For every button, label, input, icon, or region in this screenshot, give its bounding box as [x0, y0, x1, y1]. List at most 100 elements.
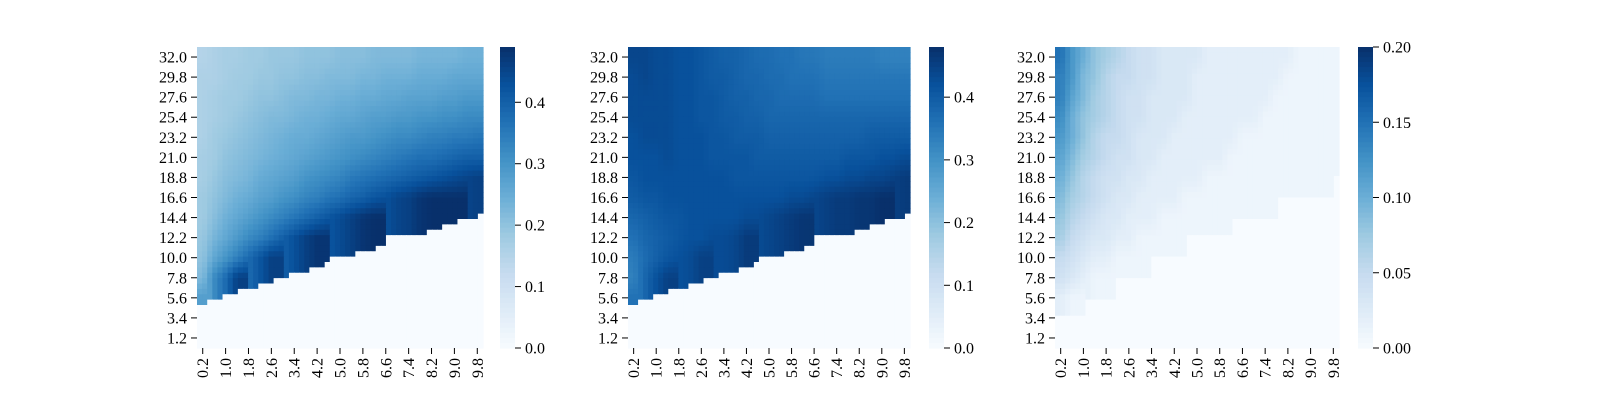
heatmap-cell	[283, 192, 290, 199]
heatmap-cell	[283, 342, 290, 349]
heatmap-cell	[207, 267, 213, 274]
heatmap-cell	[380, 47, 387, 53]
heatmap-cell	[814, 73, 820, 80]
heatmap-cell	[319, 95, 326, 102]
heatmap-cell	[462, 154, 469, 161]
heatmap-cell	[753, 181, 760, 188]
heatmap-cell	[391, 251, 397, 258]
heatmap-cell	[253, 143, 259, 150]
heatmap-cell	[774, 57, 780, 64]
heatmap-cell	[472, 133, 479, 139]
heatmap-cell	[859, 63, 866, 70]
heatmap-cell	[380, 159, 387, 166]
heatmap-cell	[309, 100, 316, 107]
heatmap-cell	[421, 256, 428, 263]
heatmap-cell	[385, 224, 392, 231]
heatmap-cell	[431, 133, 438, 139]
heatmap-cell	[324, 213, 331, 220]
heatmap-cell	[385, 310, 392, 317]
heatmap-cell	[207, 278, 213, 285]
heatmap-cell	[421, 63, 428, 70]
heatmap-cell	[283, 213, 290, 220]
heatmap-cell	[728, 138, 735, 145]
heatmap-cell	[202, 331, 208, 338]
heatmap-cell	[283, 143, 290, 150]
heatmap-cell	[197, 272, 203, 279]
heatmap-cell	[278, 262, 285, 268]
heatmap-cell	[268, 299, 275, 306]
heatmap-cell	[248, 240, 254, 247]
heatmap-cell	[242, 326, 249, 333]
heatmap-cell	[329, 159, 336, 166]
heatmap-cell	[207, 111, 213, 118]
heatmap-cell	[385, 321, 392, 328]
heatmap-cell	[638, 111, 644, 118]
heatmap-cell	[839, 100, 846, 107]
heatmap-cell	[854, 127, 861, 134]
heatmap-cell	[385, 84, 392, 91]
heatmap-cell	[278, 111, 285, 118]
heatmap-cell	[365, 299, 372, 306]
heatmap-cell	[227, 294, 234, 301]
colorbar-band	[500, 82, 515, 88]
heatmap-cell	[869, 197, 876, 204]
heatmap-cell	[329, 52, 336, 59]
heatmap-cell	[829, 111, 836, 118]
heatmap-cell	[329, 116, 336, 123]
heatmap-cell	[457, 57, 464, 64]
heatmap-cell	[899, 84, 906, 91]
heatmap-cell	[472, 47, 479, 53]
heatmap-cell	[340, 133, 346, 139]
heatmap-cell	[197, 240, 203, 247]
heatmap-cell	[779, 122, 785, 129]
heatmap-cell	[370, 47, 377, 53]
heatmap-cell	[242, 192, 249, 199]
heatmap-cell	[380, 208, 387, 215]
heatmap-cell	[207, 106, 213, 113]
heatmap-cell	[253, 63, 259, 70]
heatmap-cell	[355, 111, 362, 118]
heatmap-cell	[758, 202, 765, 209]
heatmap-cell	[663, 143, 669, 150]
heatmap-cell	[314, 315, 321, 322]
heatmap-cell	[253, 224, 259, 231]
heatmap-cell	[628, 127, 634, 134]
heatmap-cell	[232, 331, 239, 338]
heatmap-cell	[401, 84, 407, 91]
heatmap-cell	[794, 68, 800, 75]
heatmap-cell	[370, 267, 377, 274]
heatmap-cell	[663, 90, 669, 96]
heatmap-cell	[197, 111, 203, 118]
heatmap-cell	[406, 235, 413, 242]
heatmap-cell	[314, 170, 321, 177]
heatmap-cell	[431, 262, 438, 268]
heatmap-cell	[385, 208, 392, 215]
heatmap-cell	[248, 278, 254, 285]
heatmap-cell	[879, 154, 886, 161]
heatmap-cell	[789, 57, 795, 64]
heatmap-cell	[207, 240, 213, 247]
heatmap-cell	[452, 240, 459, 247]
heatmap-cell	[355, 63, 362, 70]
heatmap-cell	[416, 251, 423, 258]
heatmap-cell	[380, 122, 387, 129]
heatmap-cell	[894, 63, 901, 70]
heatmap-cell	[401, 138, 407, 145]
heatmap-cell	[457, 305, 464, 311]
heatmap-cell	[834, 95, 841, 102]
heatmap-cell	[411, 337, 418, 344]
heatmap-cell	[391, 159, 397, 166]
heatmap-cell	[698, 192, 705, 199]
heatmap-cell	[370, 315, 377, 322]
heatmap-cell	[375, 315, 382, 322]
heatmap-cell	[253, 73, 259, 80]
heatmap-cell	[728, 127, 735, 134]
heatmap-cell	[283, 331, 290, 338]
heatmap-cell	[442, 63, 448, 70]
heatmap-cell	[217, 122, 224, 129]
heatmap-cell	[643, 176, 649, 182]
heatmap-cell	[698, 100, 705, 107]
heatmap-cell	[283, 149, 290, 156]
heatmap-cell	[442, 262, 448, 268]
x-tick-label: 4.2	[310, 358, 327, 378]
